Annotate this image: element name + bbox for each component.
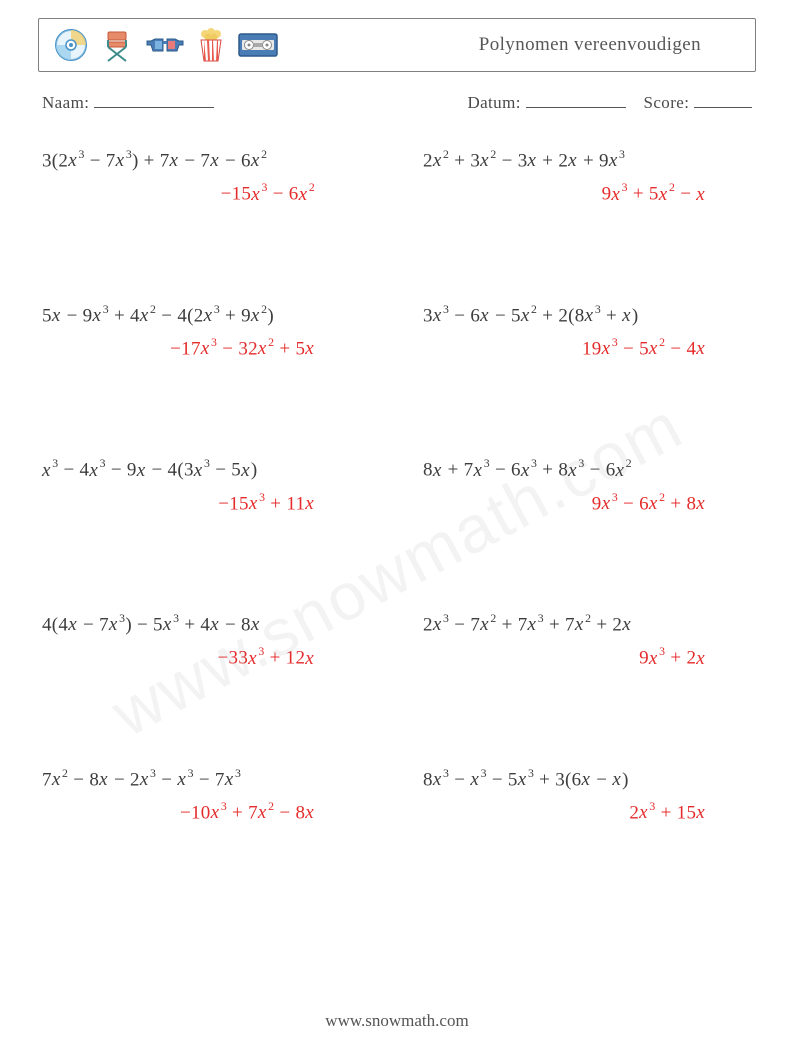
problem-cell: 8x3 − x3 − 5x3 + 3(6x − x) 2x3 + 15x — [397, 768, 778, 825]
answer-expression: 9x3 − 6x2 + 8x — [423, 492, 778, 515]
problem-cell: 8x + 7x3 − 6x3 + 8x3 − 6x2 9x3 − 6x2 + 8x — [397, 458, 778, 515]
header-box: Polynomen vereenvoudigen — [38, 18, 756, 72]
answer-expression: −10x3 + 7x2 − 8x — [42, 801, 397, 824]
glasses-icon — [145, 27, 185, 63]
date-field: Datum: — [467, 92, 625, 113]
meta-row: Naam: Datum: Score: — [38, 92, 756, 113]
worksheet-page: Polynomen vereenvoudigen Naam: Datum: Sc… — [0, 0, 794, 1053]
popcorn-icon — [195, 26, 227, 64]
question-expression: 4(4x − 7x3) − 5x3 + 4x − 8x — [42, 613, 397, 636]
problems-grid: 3(2x3 − 7x3) + 7x − 7x − 6x2−15x3 − 6x22… — [38, 149, 756, 824]
worksheet-title: Polynomen vereenvoudigen — [479, 34, 741, 56]
name-blank[interactable] — [94, 92, 214, 108]
problem-row: 3(2x3 − 7x3) + 7x − 7x − 6x2−15x3 − 6x22… — [42, 149, 752, 206]
chair-icon — [99, 27, 135, 63]
question-expression: 2x2 + 3x2 − 3x + 2x + 9x3 — [423, 149, 778, 172]
problem-row: x3 − 4x3 − 9x − 4(3x3 − 5x)−15x3 + 11x8x… — [42, 458, 752, 515]
score-label: Score: — [644, 93, 690, 112]
name-label: Naam: — [42, 93, 89, 112]
footer-text: www.snowmath.com — [0, 1011, 794, 1031]
header-icons — [53, 26, 279, 64]
answer-expression: 19x3 − 5x2 − 4x — [423, 337, 778, 360]
score-blank[interactable] — [694, 92, 752, 108]
answer-expression: −15x3 + 11x — [42, 492, 397, 515]
problem-cell: 3(2x3 − 7x3) + 7x − 7x − 6x2 −15x3 − 6x2 — [42, 149, 397, 206]
date-blank[interactable] — [526, 92, 626, 108]
question-expression: 3(2x3 − 7x3) + 7x − 7x − 6x2 — [42, 149, 397, 172]
vhs-icon — [237, 30, 279, 60]
problem-row: 5x − 9x3 + 4x2 − 4(2x3 + 9x2) −17x3 − 32x… — [42, 304, 752, 361]
score-field: Score: — [644, 92, 753, 113]
answer-expression: 2x3 + 15x — [423, 801, 778, 824]
problem-cell: 3x3 − 6x − 5x2 + 2(8x3 + x) 19x3 − 5x2 − … — [397, 304, 778, 361]
date-label: Datum: — [467, 93, 520, 112]
answer-expression: −17x3 − 32x2 + 5x — [42, 337, 397, 360]
question-expression: 8x3 − x3 − 5x3 + 3(6x − x) — [423, 768, 778, 791]
problem-cell: 2x3 − 7x2 + 7x3 + 7x2 + 2x 9x3 + 2x — [397, 613, 778, 670]
problem-cell: 4(4x − 7x3) − 5x3 + 4x − 8x −33x3 + 12x — [42, 613, 397, 670]
answer-expression: 9x3 + 5x2 − x — [423, 182, 778, 205]
problem-cell: x3 − 4x3 − 9x − 4(3x3 − 5x) −15x3 + 11x — [42, 458, 397, 515]
name-field: Naam: — [42, 92, 214, 113]
answer-expression: 9x3 + 2x — [423, 646, 778, 669]
question-expression: x3 − 4x3 − 9x − 4(3x3 − 5x) — [42, 458, 397, 481]
question-expression: 5x − 9x3 + 4x2 − 4(2x3 + 9x2) — [42, 304, 397, 327]
problem-cell: 7x2 − 8x − 2x3 − x3 − 7x3 −10x3 + 7x2 − 8… — [42, 768, 397, 825]
problem-row: 7x2 − 8x − 2x3 − x3 − 7x3 −10x3 + 7x2 − 8… — [42, 768, 752, 825]
question-expression: 3x3 − 6x − 5x2 + 2(8x3 + x) — [423, 304, 778, 327]
answer-expression: −15x3 − 6x2 — [42, 182, 397, 205]
cd-icon — [53, 27, 89, 63]
answer-expression: −33x3 + 12x — [42, 646, 397, 669]
problem-cell: 5x − 9x3 + 4x2 − 4(2x3 + 9x2) −17x3 − 32x… — [42, 304, 397, 361]
problem-cell: 2x2 + 3x2 − 3x + 2x + 9x3 9x3 + 5x2 − x — [397, 149, 778, 206]
question-expression: 8x + 7x3 − 6x3 + 8x3 − 6x2 — [423, 458, 778, 481]
question-expression: 2x3 − 7x2 + 7x3 + 7x2 + 2x — [423, 613, 778, 636]
question-expression: 7x2 − 8x − 2x3 − x3 − 7x3 — [42, 768, 397, 791]
meta-right: Datum: Score: — [467, 92, 752, 113]
problem-row: 4(4x − 7x3) − 5x3 + 4x − 8x−33x3 + 12x2x… — [42, 613, 752, 670]
